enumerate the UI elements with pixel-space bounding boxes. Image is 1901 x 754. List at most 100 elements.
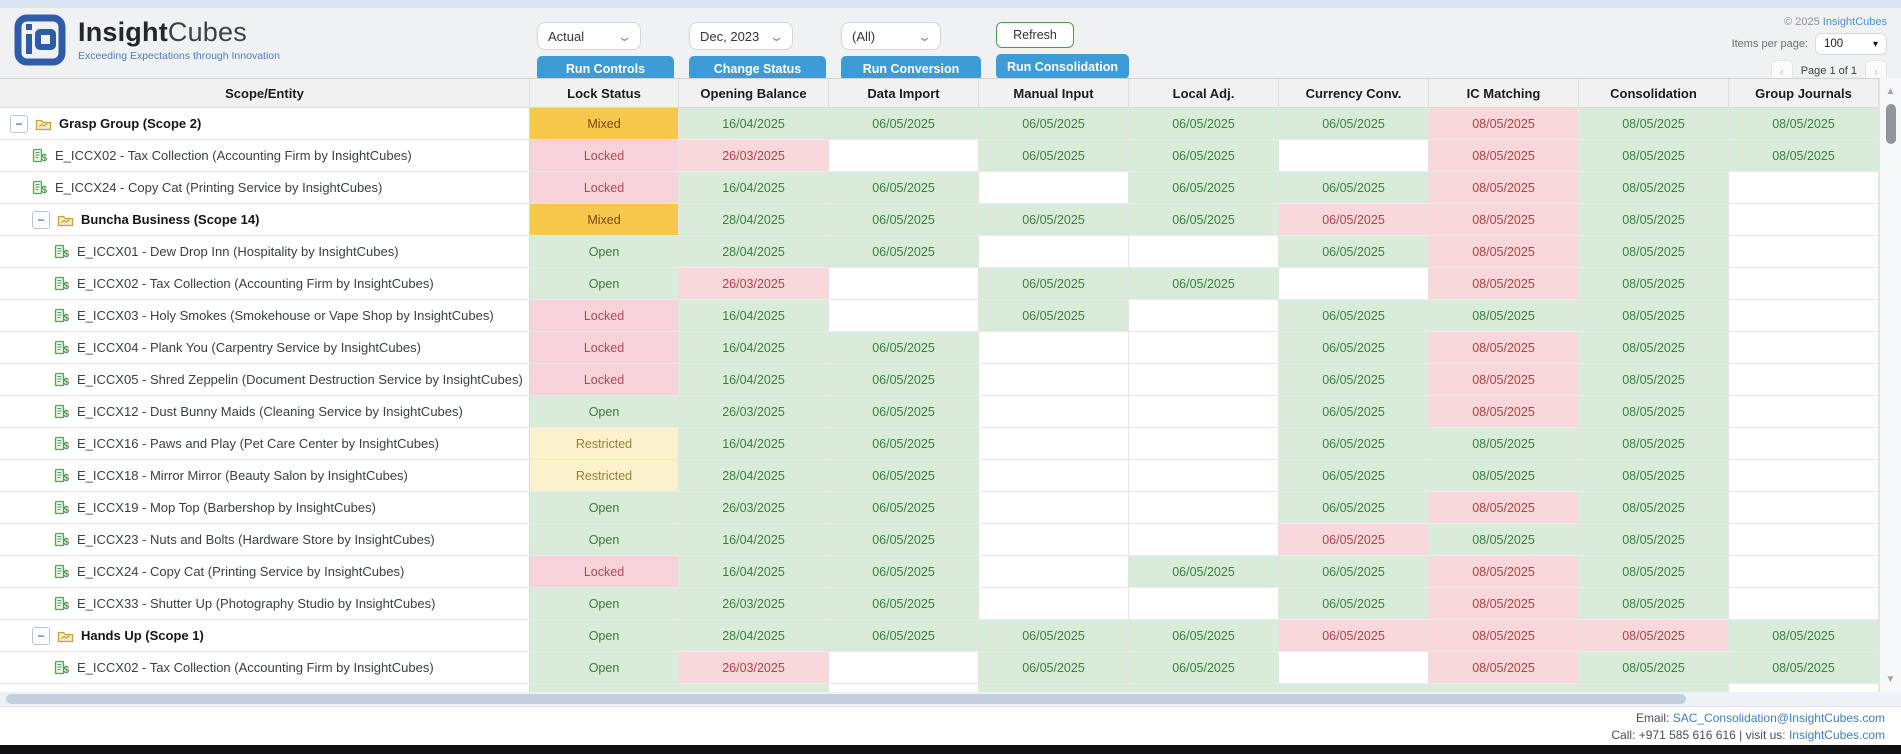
vertical-scrollbar-thumb[interactable]	[1886, 104, 1896, 144]
date-cell: 08/05/2025	[1579, 556, 1729, 587]
scope-folder-icon	[57, 215, 74, 226]
column-header: Manual Input	[979, 79, 1129, 107]
date-cell	[1729, 524, 1879, 555]
date-cell: 16/04/2025	[679, 524, 829, 555]
table-row[interactable]: $ E_ICCX33 - Shutter Up (Photography Stud…	[0, 588, 1879, 620]
row-label: E_ICCX23 - Nuts and Bolts (Hardware Stor…	[77, 532, 435, 547]
date-cell	[979, 524, 1129, 555]
vertical-scrollbar[interactable]: ▲ ▼	[1879, 78, 1901, 692]
table-row[interactable]: $ E_ICCX03 - Holy Smokes (Smokehouse or V…	[0, 300, 1879, 332]
table-row[interactable]: $ E_ICCX05 - Shred Zeppelin (Document Des…	[0, 364, 1879, 396]
run-conversion-button[interactable]: Run Conversion	[841, 56, 981, 81]
scroll-down-icon[interactable]: ▼	[1885, 673, 1896, 685]
items-per-page-select[interactable]: 100 ▾	[1815, 33, 1887, 55]
row-label: E_ICCX04 - Plank You (Carpentry Service …	[77, 340, 421, 355]
date-cell: 08/05/2025	[1429, 140, 1579, 171]
date-cell: 16/04/2025	[679, 332, 829, 363]
date-cell: 06/05/2025	[979, 300, 1129, 331]
date-cell	[1729, 236, 1879, 267]
run-consolidation-button[interactable]: Run Consolidation	[996, 54, 1129, 79]
column-header: Scope/Entity	[0, 79, 530, 107]
date-cell	[1729, 268, 1879, 299]
entity-icon: $	[54, 660, 70, 676]
date-cell	[979, 492, 1129, 523]
date-cell: 06/05/2025	[829, 364, 979, 395]
header-right: © 2025 InsightCubes Items per page: 100 …	[1732, 16, 1887, 82]
scroll-up-icon[interactable]: ▲	[1885, 85, 1896, 97]
column-header: Lock Status	[530, 79, 679, 107]
lock-status-cell: Mixed	[530, 204, 679, 235]
lock-status-cell: Locked	[530, 364, 679, 395]
email-link[interactable]: SAC_Consolidation@InsightCubes.com	[1672, 710, 1885, 725]
lock-status-cell: Open	[530, 620, 679, 651]
footer: Email: SAC_Consolidation@InsightCubes.co…	[0, 706, 1901, 745]
date-cell	[1729, 300, 1879, 331]
scope-entity-cell: $ E_ICCX23 - Nuts and Bolts (Hardware Sto…	[0, 524, 530, 555]
table-row[interactable]: $ E_ICCX24 - Copy Cat (Printing Service b…	[0, 556, 1879, 588]
period-dropdown[interactable]: Dec, 2023 ⌄	[689, 22, 793, 50]
table-row[interactable]: $ E_ICCX04 - Plank You (Carpentry Service…	[0, 332, 1879, 364]
collapse-button[interactable]: −	[10, 114, 28, 133]
column-header: Opening Balance	[679, 79, 829, 107]
svg-text:$: $	[42, 185, 48, 196]
collapse-button[interactable]: −	[32, 626, 50, 645]
table-row[interactable]: $ E_ICCX23 - Nuts and Bolts (Hardware Sto…	[0, 524, 1879, 556]
svg-text:$: $	[64, 505, 70, 516]
date-cell	[829, 268, 979, 299]
table-row[interactable]: $ E_ICCX18 - Mirror Mirror (Beauty Salon …	[0, 460, 1879, 492]
date-cell	[1429, 684, 1579, 692]
date-cell: 06/05/2025	[979, 204, 1129, 235]
scope-entity-cell: $ E_ICCX04 - Plank You (Carpentry Service…	[0, 332, 530, 363]
date-cell: 06/05/2025	[1279, 396, 1429, 427]
table-row[interactable]: $ E_ICCX02 - Tax Collection (Accounting F…	[0, 140, 1879, 172]
lock-status-cell: Open	[530, 396, 679, 427]
row-label: Grasp Group (Scope 2)	[59, 116, 202, 131]
date-cell	[1279, 652, 1429, 683]
date-cell: 08/05/2025	[1729, 652, 1879, 683]
table-row[interactable]: − Hands Up (Scope 1) Open 28/04/2025 06/05/2…	[0, 620, 1879, 652]
date-cell: 06/05/2025	[1129, 172, 1279, 203]
table-row[interactable]: − Buncha Business (Scope 14) Mixed 28/04/20…	[0, 204, 1879, 236]
row-label: E_ICCX02 - Tax Collection (Accounting Fi…	[77, 276, 434, 291]
date-cell: 08/05/2025	[1579, 396, 1729, 427]
run-controls-button[interactable]: Run Controls	[537, 56, 674, 81]
date-cell: 26/03/2025	[679, 652, 829, 683]
date-cell	[1129, 588, 1279, 619]
scope-entity-cell: $ E_ICCX12 - Dust Bunny Maids (Cleaning S…	[0, 396, 530, 427]
table-row[interactable]: $ E_ICCX16 - Paws and Play (Pet Care Cent…	[0, 428, 1879, 460]
date-cell	[979, 588, 1129, 619]
table-row[interactable]: $ E_ICCX02 - Tax Collection (Accounting F…	[0, 652, 1879, 684]
date-cell: 08/05/2025	[1429, 364, 1579, 395]
scope-entity-cell: $ E_ICCX02 - Tax Collection (Accounting F…	[0, 652, 530, 683]
scope-filter-value: (All)	[852, 28, 876, 44]
date-cell	[979, 396, 1129, 427]
entity-icon: $	[54, 500, 70, 516]
date-cell: 08/05/2025	[1429, 268, 1579, 299]
refresh-button[interactable]: Refresh	[996, 22, 1074, 48]
website-link[interactable]: InsightCubes.com	[1788, 727, 1885, 742]
table-row[interactable]: $ E_ICCX02 - Tax Collection (Accounting F…	[0, 268, 1879, 300]
date-cell: 06/05/2025	[1129, 108, 1279, 139]
table-row[interactable]: $ E_ICCX19 - Mop Top (Barbershop by Insig…	[0, 492, 1879, 524]
date-cell	[979, 684, 1129, 692]
table-row[interactable]: − Grasp Group (Scope 2) Mixed 16/04/2025 06/…	[0, 108, 1879, 140]
table-row[interactable]: $ E_ICCX12 - Dust Bunny Maids (Cleaning S…	[0, 396, 1879, 428]
horizontal-scrollbar-thumb[interactable]	[6, 694, 1686, 704]
copyright-brand-link[interactable]: InsightCubes	[1822, 16, 1887, 28]
table-row[interactable]: $ E_ICCX24 - Copy Cat (Printing Service b…	[0, 172, 1879, 204]
date-cell: 16/04/2025	[679, 364, 829, 395]
horizontal-scrollbar[interactable]	[0, 692, 1901, 706]
lock-status-cell: Locked	[530, 300, 679, 331]
table-header: Scope/Entity Lock Status Opening Balance Da…	[0, 78, 1879, 108]
version-dropdown[interactable]: Actual ⌄	[537, 22, 641, 50]
date-cell: 08/05/2025	[1579, 620, 1729, 651]
change-status-button[interactable]: Change Status	[689, 56, 826, 81]
table-row[interactable]: $ E_ICCX01 - Dew Drop Inn (Hospitality by…	[0, 236, 1879, 268]
scope-entity-cell	[0, 684, 530, 692]
scope-folder-icon	[57, 631, 74, 642]
lock-status-cell: Locked	[530, 140, 679, 171]
date-cell	[1729, 684, 1879, 692]
collapse-button[interactable]: −	[32, 210, 50, 229]
date-cell: 08/05/2025	[1429, 236, 1579, 267]
scope-filter-dropdown[interactable]: (All) ⌄	[841, 22, 941, 50]
